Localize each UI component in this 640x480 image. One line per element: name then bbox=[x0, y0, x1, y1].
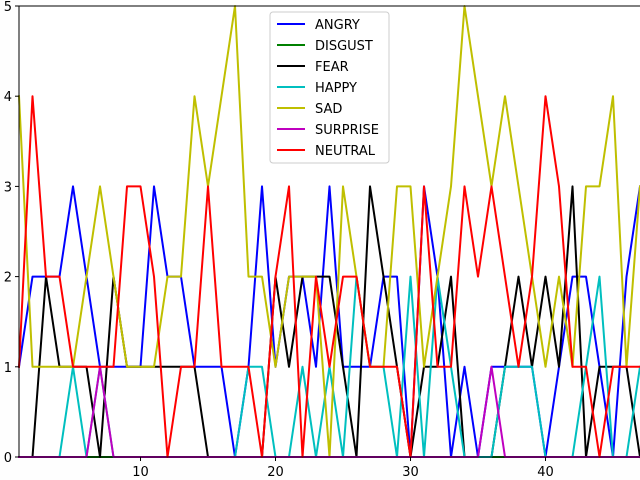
x-tick-label: 40 bbox=[537, 465, 554, 480]
x-tick-label: 20 bbox=[267, 465, 284, 480]
x-tick-label: 30 bbox=[402, 465, 419, 480]
series-line-neutral bbox=[17, 95, 640, 458]
legend: ANGRY DISGUST FEAR HAPPY SAD SURPRISE NEUTRAL bbox=[269, 11, 390, 164]
legend-label-neutral: NEUTRAL bbox=[315, 144, 376, 159]
legend-box bbox=[269, 11, 390, 164]
y-axis: 0 1 2 3 4 5 bbox=[4, 0, 19, 466]
y-tick-label: 0 bbox=[4, 451, 12, 466]
x-axis: 10 20 30 40 bbox=[132, 457, 554, 480]
legend-label-surprise: SURPRISE bbox=[315, 123, 379, 138]
legend-label-angry: ANGRY bbox=[315, 18, 360, 33]
y-tick-label: 1 bbox=[4, 361, 12, 376]
legend-label-fear: FEAR bbox=[315, 60, 349, 75]
x-tick-label: 10 bbox=[132, 465, 149, 480]
y-tick-label: 5 bbox=[4, 0, 12, 15]
legend-label-sad: SAD bbox=[315, 102, 342, 117]
axes-frame bbox=[18, 5, 640, 458]
y-tick-label: 2 bbox=[4, 271, 12, 286]
y-tick-label: 3 bbox=[4, 180, 12, 195]
legend-label-disgust: DISGUST bbox=[315, 39, 373, 54]
y-tick-label: 4 bbox=[4, 90, 12, 105]
legend-label-happy: HAPPY bbox=[315, 81, 357, 96]
